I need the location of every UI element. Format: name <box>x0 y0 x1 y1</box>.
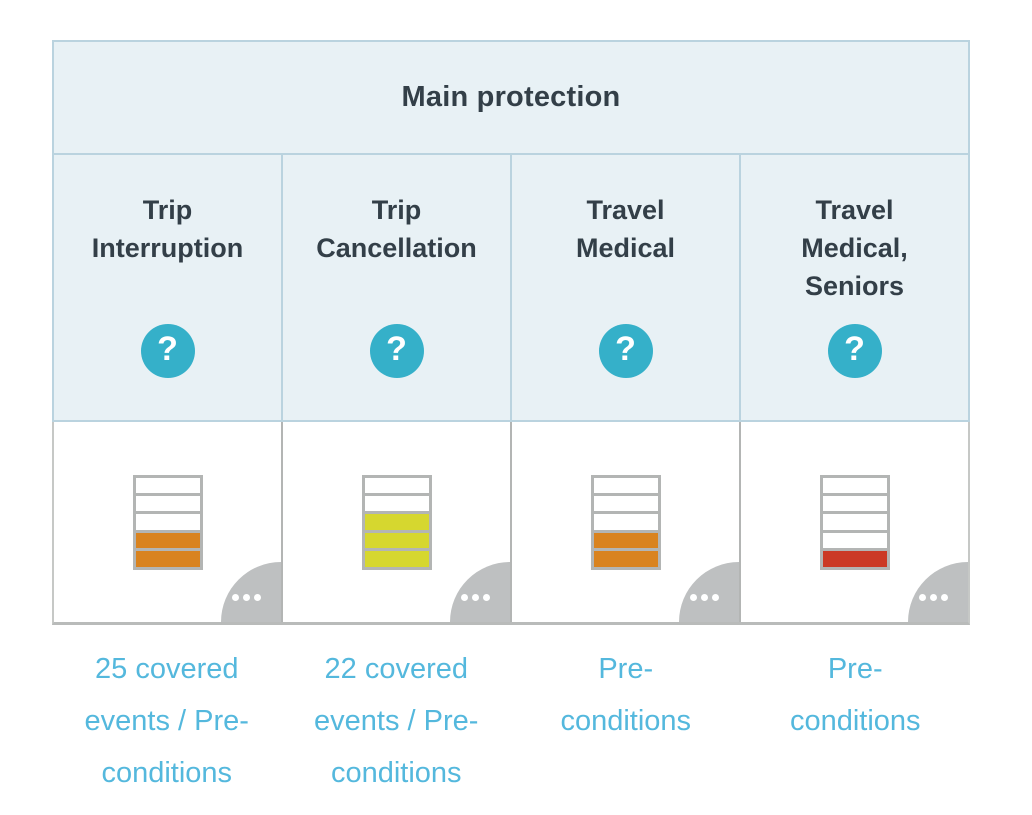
ellipsis-icon <box>690 594 719 601</box>
column-header-trip-interruption: Trip Interruption ? <box>54 155 281 420</box>
ellipsis-icon <box>461 594 490 601</box>
question-mark-icon[interactable]: ? <box>827 324 882 378</box>
column-title: Travel Medical, Seniors <box>801 195 908 301</box>
covered-events-link[interactable]: 22 covered events / Pre-conditions <box>314 653 479 789</box>
comparison-table: Main protection Trip Interruption ? Trip… <box>52 40 970 625</box>
column-header-travel-medical-seniors: Travel Medical, Seniors ? <box>739 155 968 420</box>
rating-cell-trip-cancellation <box>281 422 510 622</box>
link-cell-trip-cancellation: 22 covered events / Pre-conditions <box>282 643 512 799</box>
rating-cell-travel-medical-seniors <box>739 422 968 622</box>
rating-gauge <box>590 474 661 570</box>
more-options-corner[interactable] <box>908 562 968 622</box>
column-title: Trip Cancellation <box>316 195 477 263</box>
rating-gauge <box>819 474 890 570</box>
preconditions-link[interactable]: Pre-conditions <box>560 653 692 737</box>
column-title: Trip Interruption <box>91 195 244 263</box>
group-header-row: Main protection <box>52 40 970 155</box>
column-header-trip-cancellation: Trip Cancellation ? <box>281 155 510 420</box>
group-header-title: Main protection <box>401 81 621 113</box>
link-cell-travel-medical: Pre-conditions <box>511 643 741 799</box>
preconditions-link[interactable]: Pre-conditions <box>789 653 921 737</box>
question-mark-icon[interactable]: ? <box>140 324 195 378</box>
rating-cell-trip-interruption <box>54 422 281 622</box>
covered-events-link[interactable]: 25 covered events / Pre-conditions <box>84 653 249 789</box>
rating-gauge <box>132 474 203 570</box>
more-options-corner[interactable] <box>679 562 739 622</box>
link-cell-travel-medical-seniors: Pre-conditions <box>741 643 971 799</box>
more-options-corner[interactable] <box>450 562 510 622</box>
question-mark-icon[interactable]: ? <box>369 324 424 378</box>
column-title: Travel Medical <box>575 195 676 263</box>
question-mark-icon[interactable]: ? <box>598 324 653 378</box>
column-header-travel-medical: Travel Medical ? <box>510 155 739 420</box>
link-cell-trip-interruption: 25 covered events / Pre-conditions <box>52 643 282 799</box>
more-options-corner[interactable] <box>221 562 281 622</box>
rating-row <box>52 422 970 625</box>
rating-gauge <box>361 474 432 570</box>
rating-cell-travel-medical <box>510 422 739 622</box>
ellipsis-icon <box>232 594 261 601</box>
details-links-row: 25 covered events / Pre-conditions 22 co… <box>52 643 970 799</box>
ellipsis-icon <box>919 594 948 601</box>
column-header-row: Trip Interruption ? Trip Cancellation ? … <box>52 155 970 422</box>
